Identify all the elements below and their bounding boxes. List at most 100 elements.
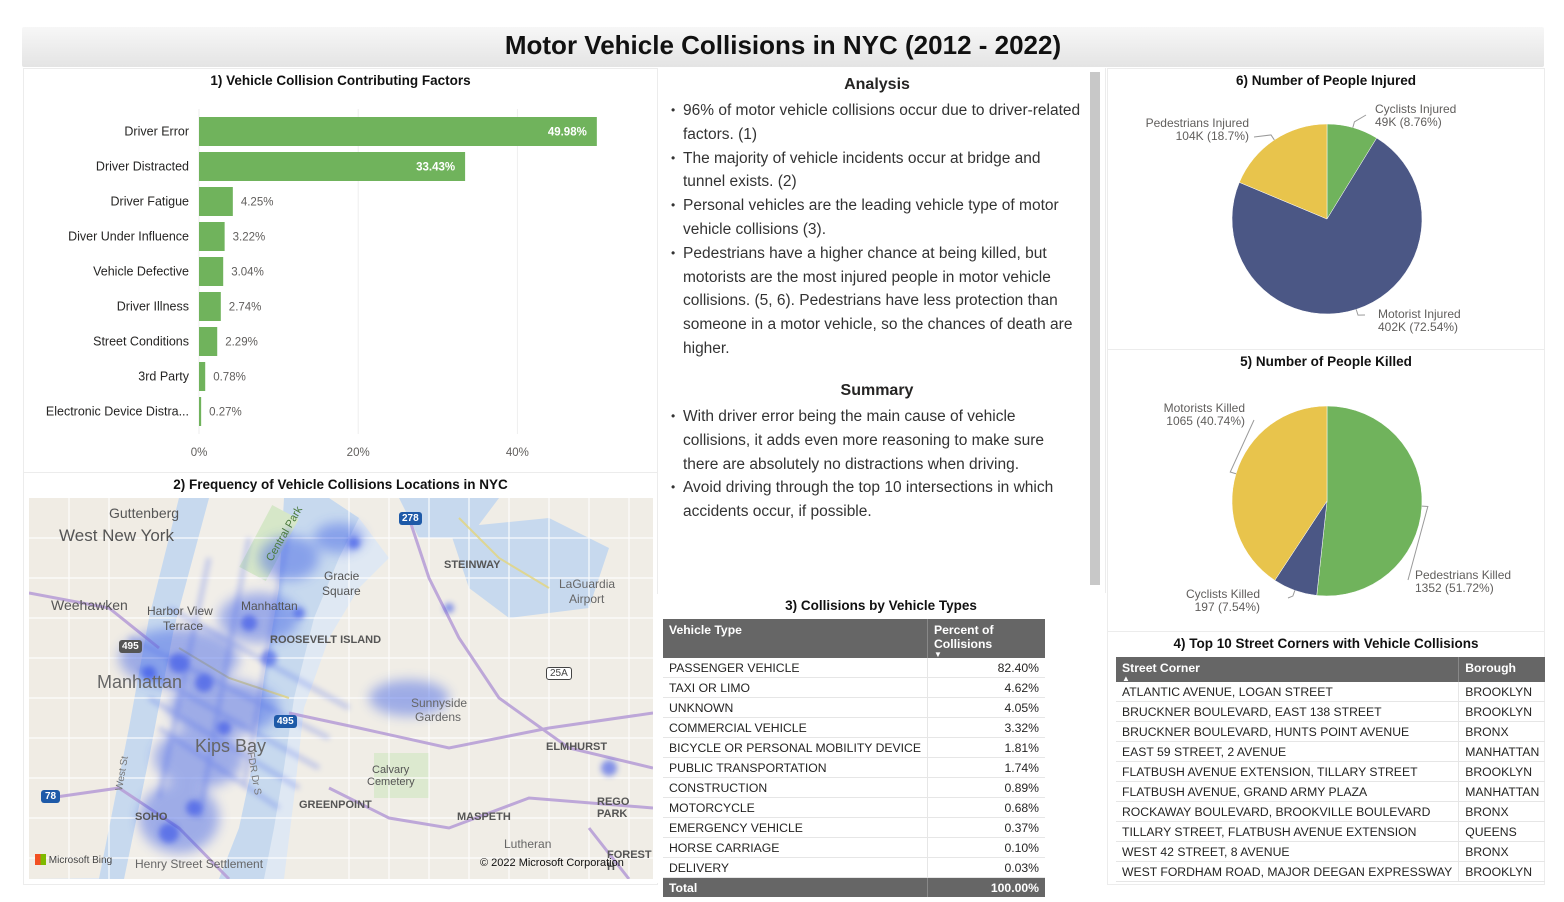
injured-title: 6) Number of People Injured: [1235, 73, 1417, 88]
street-corner-cell: FLATBUSH AVENUE EXTENSION, TILLARY STREE…: [1116, 761, 1460, 782]
sc-col-borough[interactable]: Borough: [1458, 657, 1546, 682]
table-row[interactable]: ATLANTIC AVENUE, LOGAN STREET BROOKLYN: [1116, 682, 1546, 702]
bar[interactable]: [199, 257, 224, 286]
bar[interactable]: [199, 187, 233, 216]
map-label-square: Square: [322, 584, 361, 598]
category-label: 3rd Party: [138, 370, 189, 384]
borough-cell: MANHATTAN: [1458, 781, 1546, 802]
map-label-greenpoint: GREENPOINT: [299, 799, 372, 811]
vehicle-type-cell: PUBLIC TRANSPORTATION: [663, 757, 928, 778]
leader-line: [1287, 590, 1296, 599]
table-row[interactable]: COMMERCIAL VEHICLE 3.32%: [663, 717, 1045, 738]
summary-bullet: With driver error being the main cause o…: [671, 405, 1081, 476]
vehicle-type-cell: PASSENGER VEHICLE: [663, 658, 928, 678]
data-label: 4.25%: [241, 197, 274, 209]
analysis-panel: Analysis 96% of motor vehicle collisions…: [657, 68, 1106, 593]
percent-cell: 0.03%: [927, 857, 1045, 878]
street-corner-cell: TILLARY STREET, FLATBUSH AVENUE EXTENSIO…: [1116, 821, 1460, 842]
bar[interactable]: [199, 327, 218, 356]
table-row[interactable]: MOTORCYCLE 0.68%: [663, 797, 1045, 818]
bar[interactable]: [199, 292, 221, 321]
street-corner-cell: ATLANTIC AVENUE, LOGAN STREET: [1116, 682, 1460, 702]
table-row[interactable]: BRUCKNER BOULEVARD, HUNTS POINT AVENUE BR…: [1116, 721, 1546, 742]
table-row[interactable]: PUBLIC TRANSPORTATION 1.74%: [663, 757, 1045, 778]
street-corners-table: Street Corner ▲ Borough ATLANTIC AVENUE, …: [1116, 657, 1546, 882]
factors-title: 1) Vehicle Collision Contributing Factor…: [210, 73, 471, 88]
collision-map[interactable]: Guttenberg West New York Weehawken Harbo…: [29, 498, 653, 879]
table-row[interactable]: TAXI OR LIMO 4.62%: [663, 677, 1045, 698]
factors-bar-chart: 0% 20% 40% Driver Error 49.98% Driver Distrac…: [46, 109, 597, 459]
vehicle-type-cell: MOTORCYCLE: [663, 797, 928, 818]
borough-cell: BRONX: [1458, 721, 1546, 742]
category-label: Street Conditions: [93, 335, 189, 349]
table-row[interactable]: ROCKAWAY BOULEVARD, BROOKVILLE BOULEVARD…: [1116, 801, 1546, 822]
map-label-roosevelt: ROOSEVELT ISLAND: [270, 634, 382, 646]
map-shield-78: 78: [41, 790, 61, 803]
vehicle-type-cell: EMERGENCY VEHICLE: [663, 817, 928, 838]
killed-panel: 5) Number of People Killed Pedestrians K…: [1107, 349, 1545, 632]
pie-slice[interactable]: [1316, 405, 1423, 597]
water-hudson: [99, 498, 209, 879]
table-row[interactable]: WEST 42 STREET, 8 AVENUE BRONX: [1116, 841, 1546, 862]
borough-cell: BRONX: [1458, 841, 1546, 862]
data-label: 3.22%: [233, 232, 266, 244]
table-row[interactable]: WEST FORDHAM ROAD, MAJOR DEEGAN EXPRESSW…: [1116, 861, 1546, 882]
total-row: Total 100.00%: [663, 877, 1045, 897]
vehicle-types-title: 3) Collisions by Vehicle Types: [785, 598, 977, 613]
injured-panel: 6) Number of People Injured Cyclists Inj…: [1107, 68, 1545, 351]
summary-bullet: Avoid driving through the top 10 interse…: [671, 476, 1081, 524]
bar[interactable]: [199, 362, 206, 391]
borough-cell: BRONX: [1458, 801, 1546, 822]
map-label-kips-bay: Kips Bay: [195, 736, 267, 756]
sc-col-street-corner[interactable]: Street Corner ▲: [1116, 657, 1460, 683]
total-label: Total: [663, 877, 928, 897]
category-label: Driver Distracted: [96, 160, 189, 174]
vehicle-type-cell: HORSE CARRIAGE: [663, 837, 928, 858]
table-row[interactable]: BRUCKNER BOULEVARD, EAST 138 STREET BROOK…: [1116, 701, 1546, 722]
map-shield-278: 278: [399, 512, 422, 525]
map-label-airport: Airport: [569, 592, 605, 606]
bar[interactable]: [199, 397, 202, 426]
table-row[interactable]: BICYCLE OR PERSONAL MOBILITY DEVICE 1.81%: [663, 737, 1045, 758]
borough-cell: BROOKLYN: [1458, 682, 1546, 702]
analysis-bullet: The majority of vehicle incidents occur …: [671, 147, 1081, 195]
borough-cell: BROOKLYN: [1458, 861, 1546, 882]
table-row[interactable]: EAST 59 STREET, 2 AVENUE MANHATTAN: [1116, 741, 1546, 762]
analysis-scrollbar[interactable]: [1090, 72, 1100, 585]
bar[interactable]: [199, 117, 597, 146]
table-row[interactable]: FLATBUSH AVENUE, GRAND ARMY PLAZA MANHATT…: [1116, 781, 1546, 802]
category-label: Driver Error: [124, 125, 189, 139]
street-corner-cell: FLATBUSH AVENUE, GRAND ARMY PLAZA: [1116, 781, 1460, 802]
map-shield-495-east: 495: [274, 715, 297, 728]
vt-col-vehicle-type[interactable]: Vehicle Type: [663, 619, 928, 658]
category-label: Diver Under Influence: [68, 230, 189, 244]
data-label: 0.27%: [209, 407, 242, 419]
map-label-calvary: Calvary: [372, 764, 410, 776]
vehicle-types-panel: 3) Collisions by Vehicle Types Vehicle T…: [657, 594, 1105, 897]
table-row[interactable]: DELIVERY 0.03%: [663, 857, 1045, 878]
table-row[interactable]: CONSTRUCTION 0.89%: [663, 777, 1045, 798]
leader-line: [1229, 419, 1255, 475]
street-corner-cell: BRUCKNER BOULEVARD, EAST 138 STREET: [1116, 701, 1460, 722]
leader-line: [1355, 309, 1366, 316]
table-row[interactable]: FLATBUSH AVENUE EXTENSION, TILLARY STREE…: [1116, 761, 1546, 782]
table-row[interactable]: PASSENGER VEHICLE 82.40%: [663, 658, 1045, 678]
category-label: Electronic Device Distra...: [46, 405, 189, 419]
map-label-laguardia: LaGuardia: [559, 577, 616, 591]
vt-col-percent[interactable]: Percent of Collisions ▼: [927, 619, 1045, 659]
sort-asc-icon: ▲: [1122, 674, 1130, 683]
bar[interactable]: [199, 222, 225, 251]
table-row[interactable]: HORSE CARRIAGE 0.10%: [663, 837, 1045, 858]
map-label-gardens: Gardens: [415, 710, 462, 724]
analysis-bullet: Personal vehicles are the leading vehicl…: [671, 194, 1081, 242]
category-label: Vehicle Defective: [93, 265, 189, 279]
pie-slice[interactable]: [1239, 123, 1328, 220]
bar[interactable]: [199, 152, 466, 181]
analysis-bullet: Pedestrians have a higher chance at bein…: [671, 242, 1081, 361]
table-row[interactable]: EMERGENCY VEHICLE 0.37%: [663, 817, 1045, 838]
leader-line: [1352, 114, 1367, 128]
table-row[interactable]: UNKNOWN 4.05%: [663, 697, 1045, 718]
street-corner-cell: ROCKAWAY BOULEVARD, BROOKVILLE BOULEVARD: [1116, 801, 1460, 822]
table-row[interactable]: TILLARY STREET, FLATBUSH AVENUE EXTENSIO…: [1116, 821, 1546, 842]
